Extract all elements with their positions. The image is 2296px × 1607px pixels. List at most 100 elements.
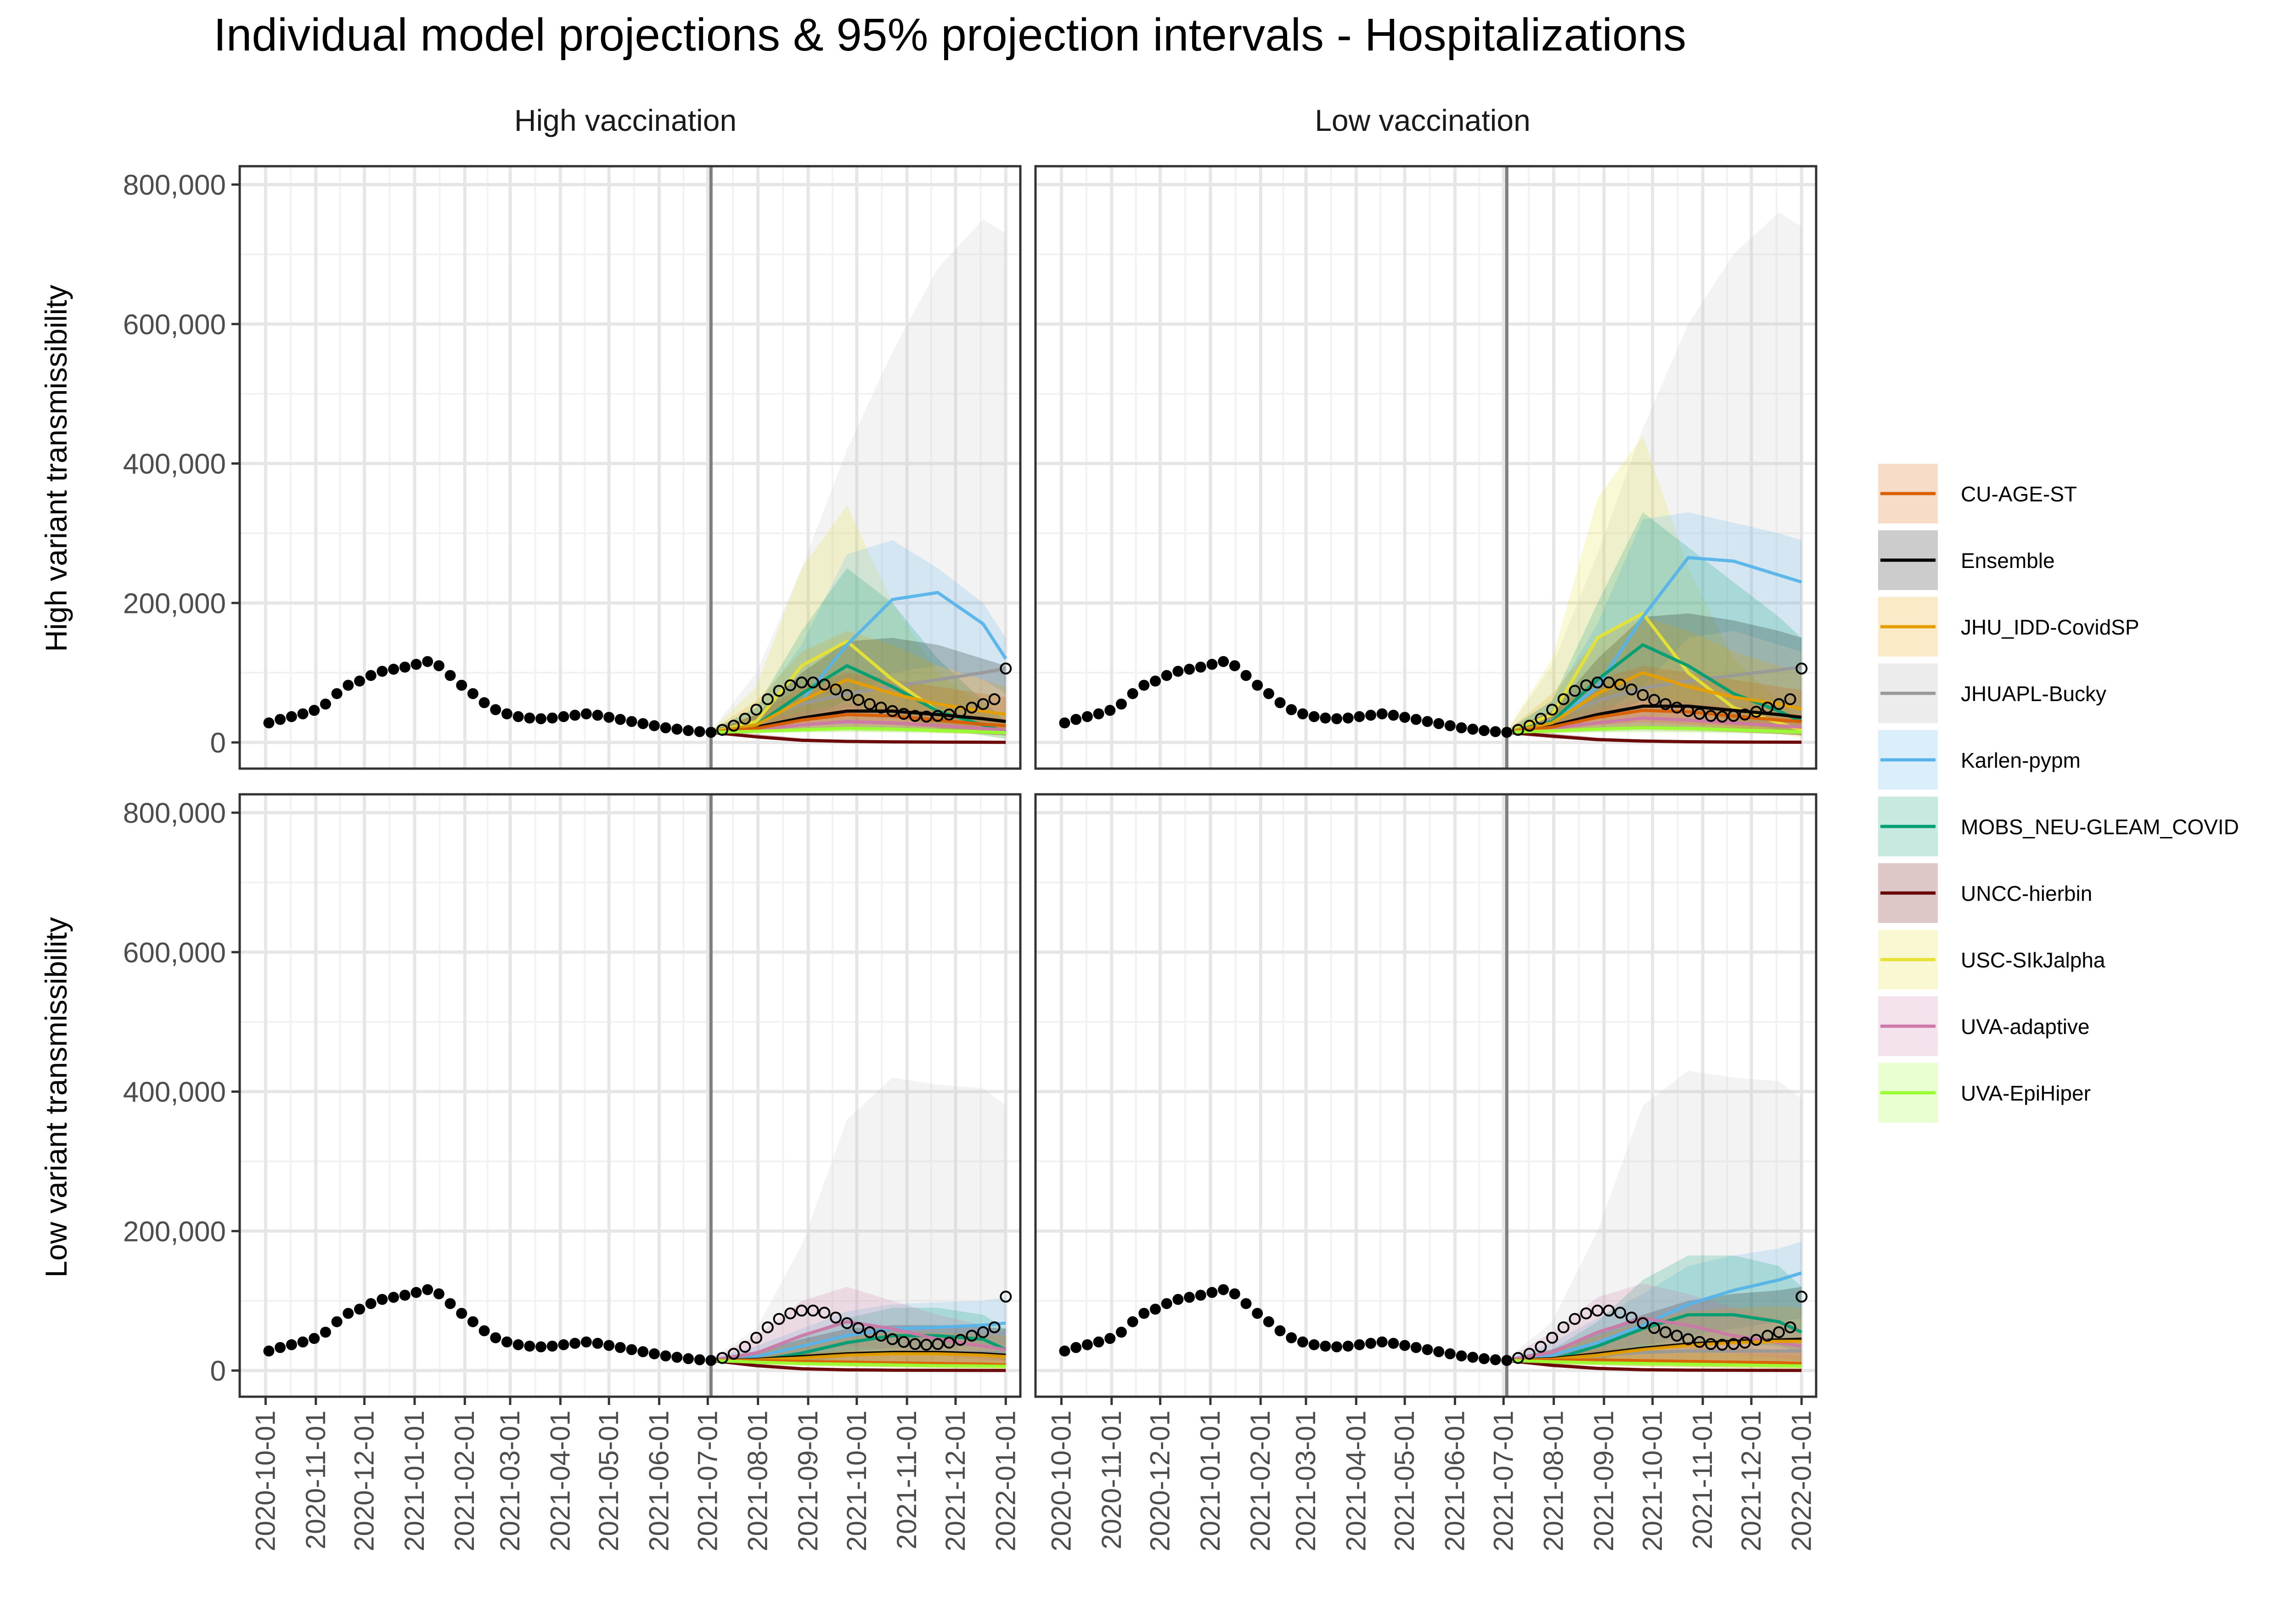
observed-later-point	[1591, 676, 1604, 689]
series-line-UVA-EpiHiper	[1507, 726, 1802, 734]
observed-point	[648, 720, 660, 731]
observed-point	[580, 708, 592, 719]
observed-point	[1308, 1339, 1320, 1350]
panels-layer: 0 200,000 400,000 600,000 800,000 0 200,000 400…	[123, 165, 1818, 1551]
observed-later-point	[1739, 1337, 1751, 1349]
observed-later-point	[1614, 1306, 1626, 1319]
observed-point	[1059, 1345, 1070, 1357]
observed-point	[1127, 688, 1138, 699]
observed-later-point	[1569, 1313, 1581, 1325]
observed-point	[671, 1352, 683, 1363]
observed-point	[1195, 1289, 1206, 1301]
observed-point	[365, 1298, 377, 1309]
series-line-UNCC-hierbin	[710, 1359, 1006, 1372]
observed-point	[1195, 661, 1206, 673]
legend-label-CU-AGE-ST: CU-AGE-ST	[1961, 482, 2077, 506]
observed-later-point	[1671, 1330, 1683, 1342]
legend-label-UVA-adaptive: UVA-adaptive	[1961, 1015, 2089, 1039]
observed-point	[705, 1354, 717, 1366]
panel-border	[1034, 165, 1818, 770]
panel-background	[1035, 794, 1816, 1397]
observed-point	[1229, 1288, 1240, 1299]
observed-later-point	[829, 683, 842, 696]
observed-later-point	[1728, 710, 1740, 722]
observed-later-point	[1603, 1304, 1615, 1317]
observed-later-point	[1694, 708, 1706, 720]
observed-later-point	[1557, 1321, 1570, 1333]
observed-point	[1184, 663, 1195, 675]
x-tick-label: 2021-08-01	[743, 1410, 773, 1551]
observed-point	[705, 726, 717, 738]
observed-point	[501, 708, 512, 719]
observed-later-point	[841, 689, 853, 701]
series-line-Karlen-pypm	[1506, 1271, 1802, 1362]
observed-point	[263, 1345, 275, 1357]
x-tick-label: 2022-01-01	[990, 1410, 1021, 1551]
observed-point	[467, 1316, 478, 1327]
observed-later-point	[750, 1332, 763, 1344]
observed-point	[263, 717, 275, 729]
x-tick-label: 2021-11-01	[1687, 1410, 1718, 1549]
x-tick-label: 2021-06-01	[1439, 1410, 1470, 1551]
observed-later-point	[920, 1338, 933, 1351]
observed-later-point	[807, 1304, 819, 1317]
observed-point	[1263, 688, 1274, 699]
observed-later-point	[1637, 1317, 1649, 1329]
observed-point	[1331, 1341, 1343, 1353]
observed-point	[433, 660, 445, 671]
observed-later-point	[920, 710, 933, 723]
observed-later-point	[863, 1326, 876, 1338]
observed-point	[388, 1292, 400, 1303]
observed-later-point	[909, 710, 921, 722]
observed-later-point	[863, 698, 876, 710]
observed-later-point	[1614, 678, 1626, 691]
x-tick-label: 2020-12-01	[1145, 1410, 1176, 1551]
observed-point	[1081, 711, 1093, 722]
observed-point	[1184, 1292, 1195, 1303]
series-line-MOBS_NEU-GLEAM_COVID	[1506, 643, 1802, 734]
observed-point	[1218, 1284, 1229, 1295]
observed-point	[445, 1298, 456, 1309]
observed-later-point	[1784, 1321, 1796, 1333]
y-tick-label: 200,000	[123, 588, 226, 619]
observed-point	[467, 688, 478, 699]
observed-later-point	[898, 708, 910, 720]
observed-point	[456, 1308, 467, 1319]
observed-point	[399, 661, 411, 673]
legend-label-UNCC-hierbin: UNCC-hierbin	[1961, 882, 2092, 905]
panel-border	[1034, 793, 1818, 1398]
observed-later-point	[1512, 724, 1525, 736]
observed-later-point	[875, 702, 887, 714]
observed-point	[1149, 1304, 1161, 1315]
observed-point	[1252, 1308, 1263, 1319]
observed-point	[343, 1308, 354, 1319]
series-line-UVA-EpiHiper	[1507, 1359, 1802, 1368]
observed-point	[671, 724, 683, 735]
x-tick-label: 2021-05-01	[593, 1410, 624, 1551]
observed-point	[1308, 711, 1320, 722]
observed-later-point	[1739, 708, 1751, 721]
observed-later-point	[761, 693, 774, 705]
observed-later-point	[1761, 702, 1774, 714]
observed-point	[1456, 1350, 1467, 1362]
y-tick-label: 600,000	[123, 937, 226, 969]
observed-point	[478, 1325, 490, 1337]
observed-later-point	[1535, 1341, 1547, 1353]
chart-title: Individual model projections & 95% proje…	[214, 9, 1686, 61]
observed-later-point	[966, 702, 978, 714]
row-label-0: High variant transmissibility	[39, 285, 73, 652]
observed-point	[1342, 712, 1354, 724]
observed-point	[1263, 1316, 1274, 1327]
y-tick-label: 0	[210, 1355, 226, 1387]
observed-later-point	[739, 1341, 751, 1353]
observed-point	[660, 1350, 671, 1362]
observed-point	[1365, 709, 1377, 721]
observed-point	[1229, 660, 1240, 671]
observed-later-point	[761, 1321, 774, 1333]
band-JHU_IDD-CovidSP	[1507, 1306, 1802, 1364]
observed-point	[490, 1332, 501, 1343]
observed-point	[501, 1336, 512, 1348]
observed-point	[637, 718, 649, 729]
observed-point	[1274, 1325, 1286, 1337]
